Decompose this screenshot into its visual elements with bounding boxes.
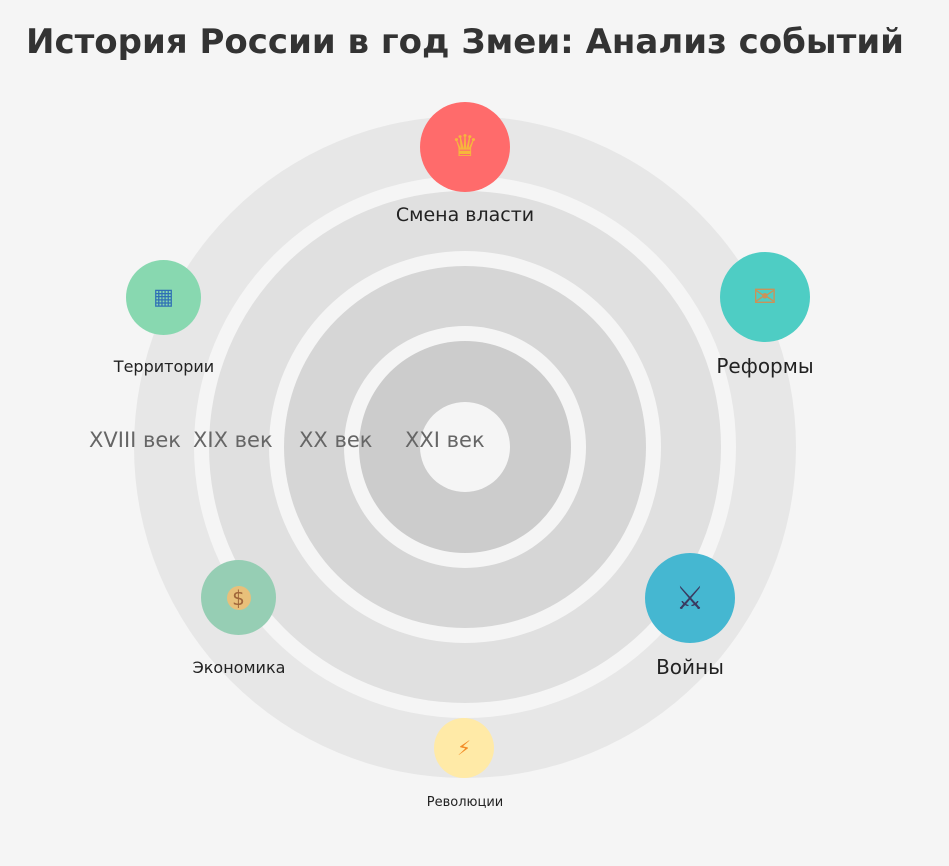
crown-icon: ♛ <box>451 129 479 164</box>
era-label-xix: XIX век <box>193 428 273 452</box>
category-label-wars: Войны <box>656 655 724 679</box>
ring-center <box>420 402 510 492</box>
category-label-power-change: Смена власти <box>395 204 535 226</box>
era-label-xxi: XXI век <box>405 428 485 452</box>
page-title: История России в год Змеи: Анализ событи… <box>25 22 905 62</box>
category-label-economy: Экономика <box>192 658 286 677</box>
scroll-icon: ✉ <box>753 280 777 313</box>
map-icon: ▦ <box>153 284 174 310</box>
category-label-reforms: Реформы <box>716 354 814 378</box>
category-label-territories: Территории <box>113 357 215 376</box>
category-label-revolutions: Революции <box>426 795 504 810</box>
lightning-icon: ⚡ <box>456 736 472 760</box>
category-node-wars[interactable]: ⚔ <box>645 553 735 643</box>
money-bag-icon: $ <box>226 585 251 610</box>
category-node-reforms[interactable]: ✉ <box>720 252 810 342</box>
era-label-xx: XX век <box>299 428 373 452</box>
category-node-territories[interactable]: ▦ <box>126 260 201 335</box>
category-node-power-change[interactable]: ♛ <box>420 102 510 192</box>
category-node-economy[interactable]: $ <box>201 560 276 635</box>
era-label-xviii: XVIII век <box>89 428 181 452</box>
category-node-revolutions[interactable]: ⚡ <box>434 718 494 778</box>
crossed-swords-icon: ⚔ <box>675 579 705 617</box>
